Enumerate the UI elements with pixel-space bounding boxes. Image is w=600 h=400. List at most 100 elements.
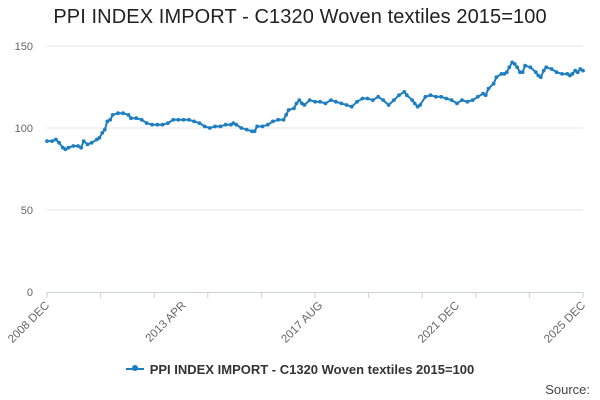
data-point[interactable] (504, 70, 509, 75)
data-point[interactable] (402, 90, 407, 94)
data-point[interactable] (376, 94, 381, 99)
data-point[interactable] (155, 122, 160, 127)
data-point[interactable] (57, 140, 61, 145)
data-point[interactable] (150, 122, 155, 127)
data-point[interactable] (286, 108, 291, 112)
series-line[interactable] (47, 61, 584, 151)
data-point[interactable] (455, 101, 459, 106)
data-point[interactable] (334, 99, 338, 104)
data-point[interactable] (499, 72, 504, 76)
data-point[interactable] (176, 117, 181, 122)
data-point[interactable] (515, 65, 520, 70)
data-point[interactable] (126, 113, 131, 117)
data-point[interactable] (439, 94, 444, 99)
data-point[interactable] (252, 129, 257, 134)
data-point[interactable] (260, 124, 265, 129)
data-point[interactable] (181, 117, 186, 122)
data-point[interactable] (428, 93, 433, 98)
data-point[interactable] (412, 101, 417, 106)
data-point[interactable] (355, 99, 359, 104)
data-point[interactable] (54, 137, 58, 142)
data-point[interactable] (518, 70, 522, 75)
data-point[interactable] (486, 86, 491, 91)
data-point[interactable] (554, 70, 559, 75)
data-point[interactable] (465, 99, 470, 104)
data-point[interactable] (483, 93, 488, 98)
data-point[interactable] (79, 145, 83, 150)
data-point[interactable] (533, 70, 538, 75)
data-point[interactable] (449, 98, 454, 102)
data-point[interactable] (494, 75, 499, 80)
data-point[interactable] (575, 70, 580, 75)
data-point[interactable] (460, 98, 464, 102)
data-point[interactable] (302, 103, 307, 107)
legend[interactable]: PPI INDEX IMPORT - C1320 Woven textiles … (0, 362, 600, 377)
data-point[interactable] (85, 142, 90, 147)
data-point[interactable] (171, 117, 176, 122)
data-point[interactable] (121, 111, 125, 116)
data-point[interactable] (250, 129, 254, 134)
data-point[interactable] (520, 70, 525, 75)
data-point[interactable] (187, 117, 191, 122)
data-point[interactable] (202, 124, 207, 129)
data-point[interactable] (89, 140, 94, 145)
data-point[interactable] (370, 98, 375, 102)
data-point[interactable] (349, 104, 354, 109)
data-point[interactable] (134, 116, 139, 121)
data-point[interactable] (97, 135, 102, 140)
data-point[interactable] (339, 101, 344, 106)
data-point[interactable] (392, 98, 396, 102)
data-point[interactable] (105, 119, 110, 124)
data-point[interactable] (444, 96, 449, 101)
data-point[interactable] (284, 113, 288, 117)
data-point[interactable] (192, 119, 196, 124)
data-point[interactable] (166, 121, 170, 125)
data-point[interactable] (297, 98, 302, 102)
data-point[interactable] (71, 144, 76, 148)
data-point[interactable] (307, 98, 312, 102)
data-point[interactable] (318, 99, 322, 104)
data-point[interactable] (276, 117, 281, 122)
data-point[interactable] (213, 124, 218, 129)
data-point[interactable] (244, 127, 249, 132)
data-point[interactable] (160, 122, 165, 127)
data-point[interactable] (410, 98, 415, 102)
data-point[interactable] (360, 96, 365, 101)
data-point[interactable] (76, 144, 80, 148)
data-point[interactable] (197, 121, 202, 125)
data-point[interactable] (418, 103, 422, 107)
data-point[interactable] (63, 147, 68, 152)
data-point[interactable] (223, 122, 228, 127)
data-point[interactable] (294, 101, 299, 106)
data-point[interactable] (404, 93, 409, 98)
data-point[interactable] (100, 131, 105, 135)
data-point[interactable] (423, 94, 428, 99)
data-point[interactable] (234, 122, 239, 127)
data-point[interactable] (129, 116, 133, 121)
data-point[interactable] (218, 124, 223, 129)
data-point[interactable] (386, 103, 391, 107)
data-point[interactable] (207, 126, 212, 130)
data-point[interactable] (116, 111, 120, 116)
data-point[interactable] (265, 122, 270, 127)
data-point[interactable] (110, 113, 115, 117)
data-point[interactable] (544, 65, 549, 70)
data-point[interactable] (541, 68, 546, 73)
data-point[interactable] (434, 94, 438, 99)
data-point[interactable] (538, 75, 543, 80)
data-point[interactable] (528, 65, 533, 70)
data-point[interactable] (81, 139, 86, 144)
data-point[interactable] (45, 139, 49, 144)
data-point[interactable] (50, 139, 54, 144)
data-point[interactable] (512, 62, 517, 66)
data-point[interactable] (108, 117, 113, 122)
data-point[interactable] (239, 126, 244, 130)
data-point[interactable] (231, 121, 236, 125)
data-point[interactable] (507, 65, 512, 70)
data-point[interactable] (139, 117, 144, 122)
data-point[interactable] (470, 98, 475, 102)
data-point[interactable] (397, 93, 401, 98)
data-point[interactable] (255, 124, 259, 129)
data-point[interactable] (344, 103, 349, 107)
data-point[interactable] (549, 67, 554, 71)
